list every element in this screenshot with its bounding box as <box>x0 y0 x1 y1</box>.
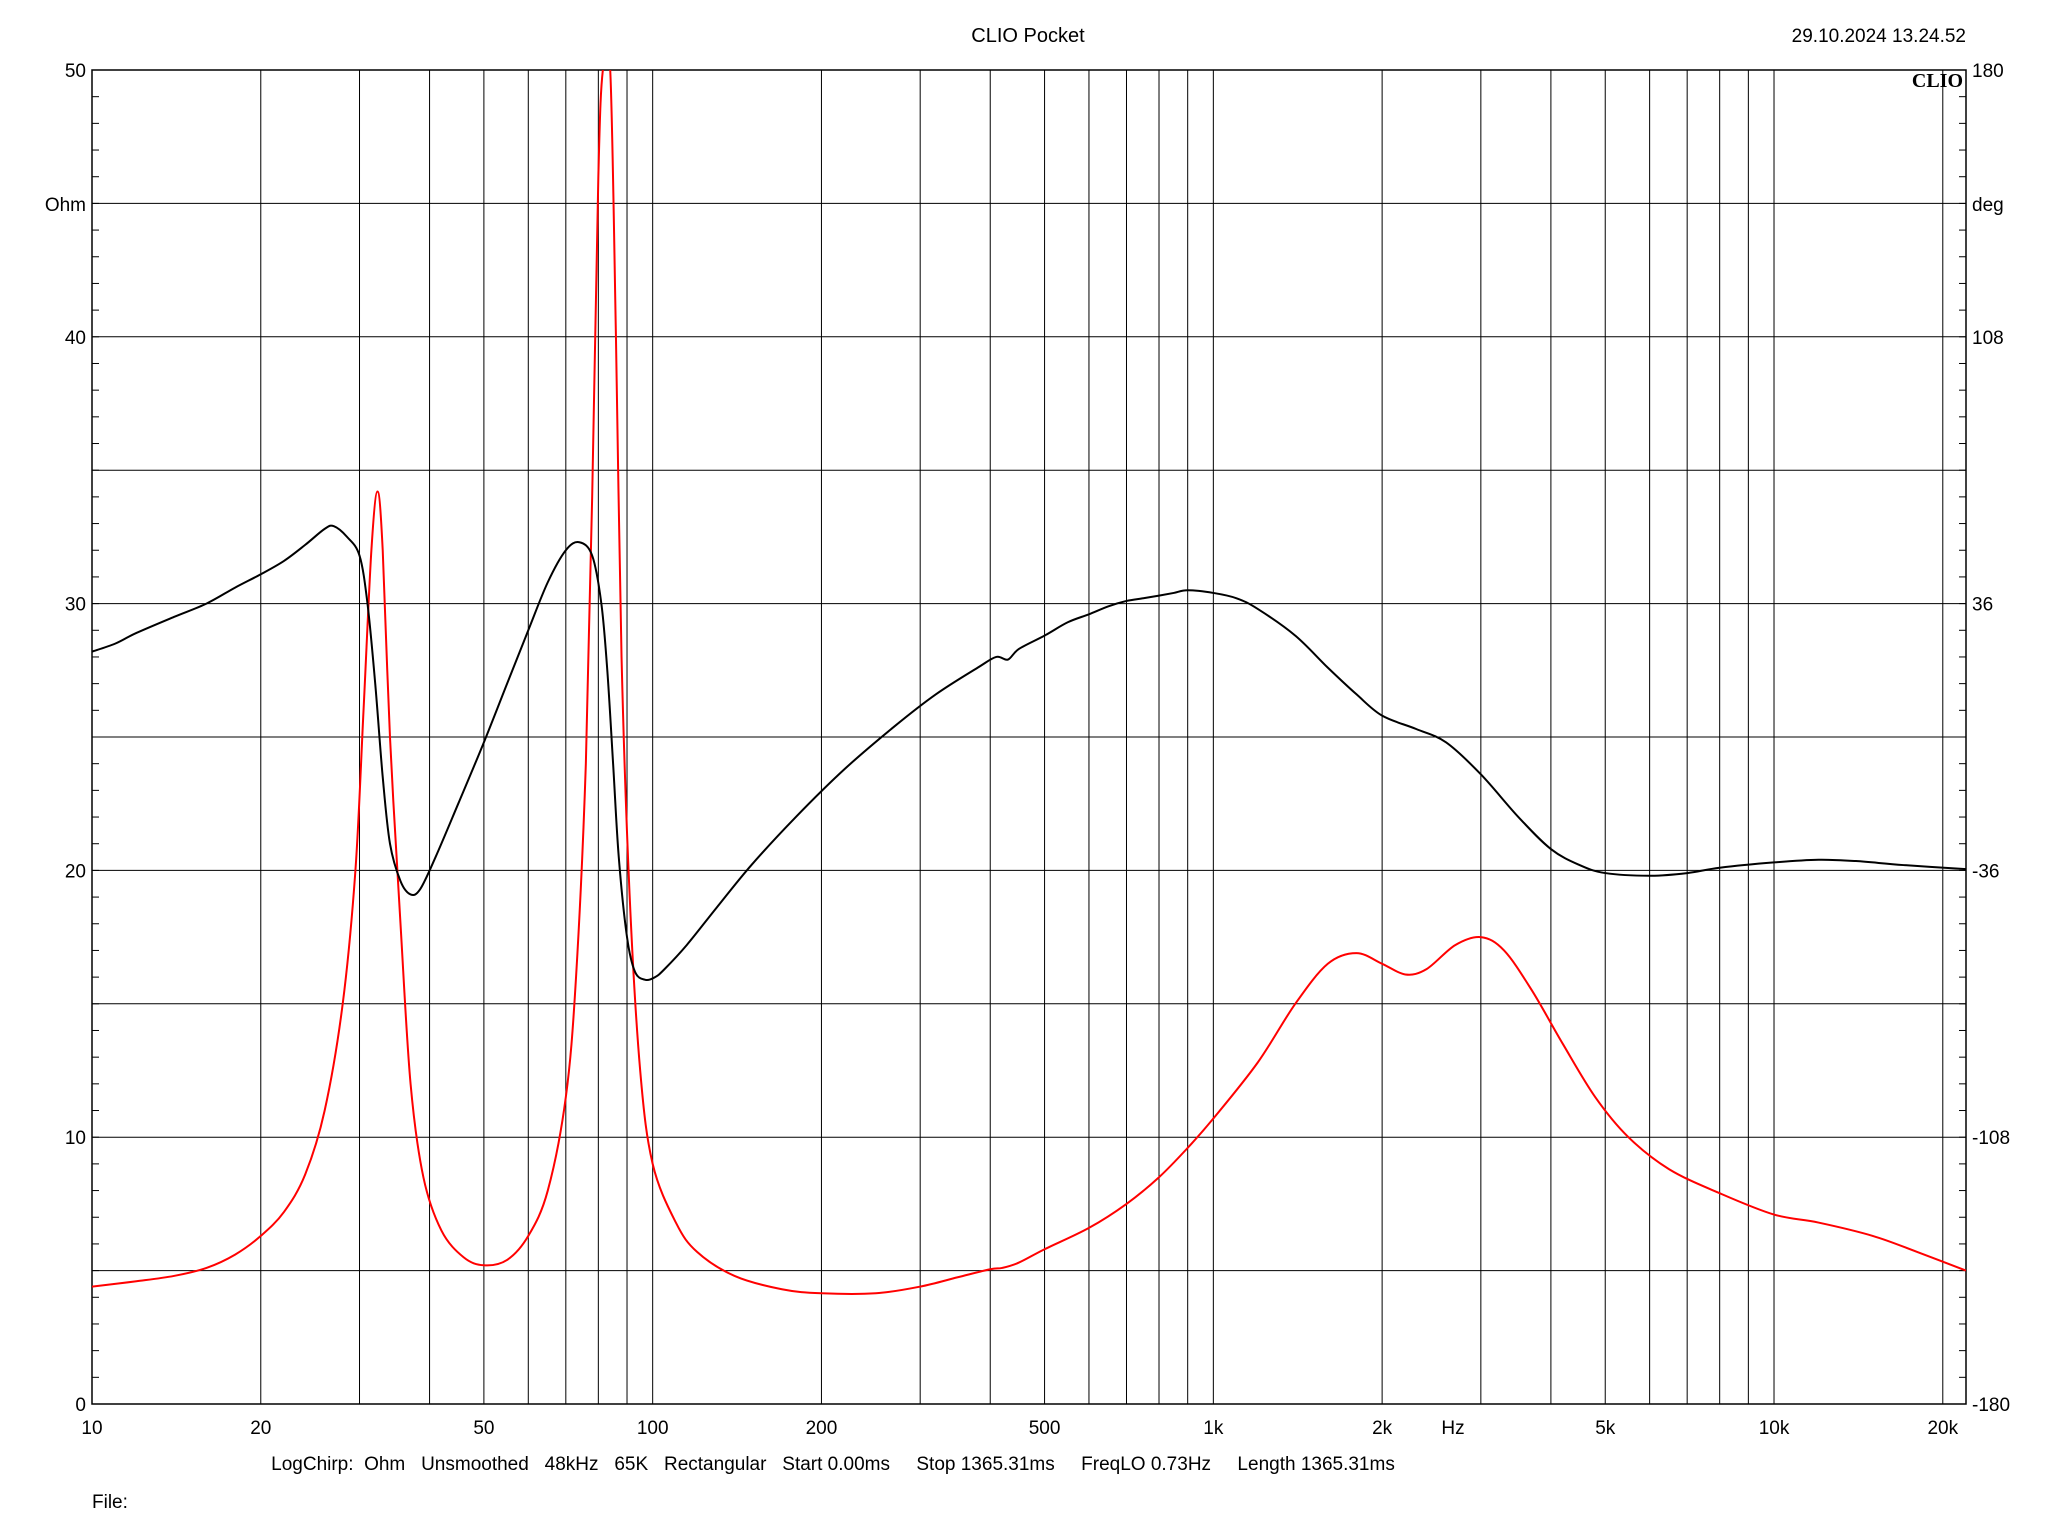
x-tick-label: 10k <box>1759 1418 1790 1439</box>
left-tick-label: 0 <box>75 1395 86 1416</box>
right-tick-label: 36 <box>1972 595 1993 616</box>
left-tick-label: 30 <box>65 595 86 616</box>
left-tick-label: 10 <box>65 1128 86 1149</box>
left-tick-label: 20 <box>65 861 86 882</box>
x-axis-unit: Hz <box>1441 1418 1464 1439</box>
x-tick-label: 20k <box>1927 1418 1958 1439</box>
x-tick-label: 5k <box>1595 1418 1616 1439</box>
settings-line: LogChirp: Ohm Unsmoothed 48kHz 65K Recta… <box>271 1454 1395 1475</box>
x-tick-label: 50 <box>473 1418 494 1439</box>
right-tick-label: -36 <box>1972 861 1999 882</box>
timestamp: 29.10.2024 13.24.52 <box>1792 26 1966 47</box>
grid <box>91 69 1966 1405</box>
x-tick-label: 200 <box>806 1418 838 1439</box>
x-tick-label: 1k <box>1203 1418 1224 1439</box>
x-tick-label: 10 <box>81 1418 102 1439</box>
app-title: CLIO Pocket <box>971 25 1085 47</box>
right-tick-label: 108 <box>1972 328 2004 349</box>
x-tick-label: 20 <box>250 1418 271 1439</box>
right-tick-label: -180 <box>1972 1395 2010 1416</box>
tick-labels: 10 20 50 100 200 500 1k 2k 5k 10k 20k01020304050-1… <box>65 61 2010 1439</box>
logo-text: CLIO <box>1912 70 1963 92</box>
right-axis-unit: deg <box>1972 195 2004 216</box>
left-tick-label: 50 <box>65 61 86 82</box>
x-tick-label: 500 <box>1029 1418 1061 1439</box>
series-group <box>92 70 1966 1295</box>
x-tick-label: 2k <box>1372 1418 1393 1439</box>
right-tick-label: -108 <box>1972 1128 2010 1149</box>
x-tick-label: 100 <box>637 1418 669 1439</box>
plot-frame <box>91 69 1967 1405</box>
right-tick-label: 180 <box>1972 61 2004 82</box>
left-tick-label: 40 <box>65 328 86 349</box>
file-label: File: <box>92 1492 128 1513</box>
series-line-black <box>92 524 1966 982</box>
left-axis-unit: Ohm <box>45 195 86 216</box>
series-line-red <box>92 70 1966 1295</box>
